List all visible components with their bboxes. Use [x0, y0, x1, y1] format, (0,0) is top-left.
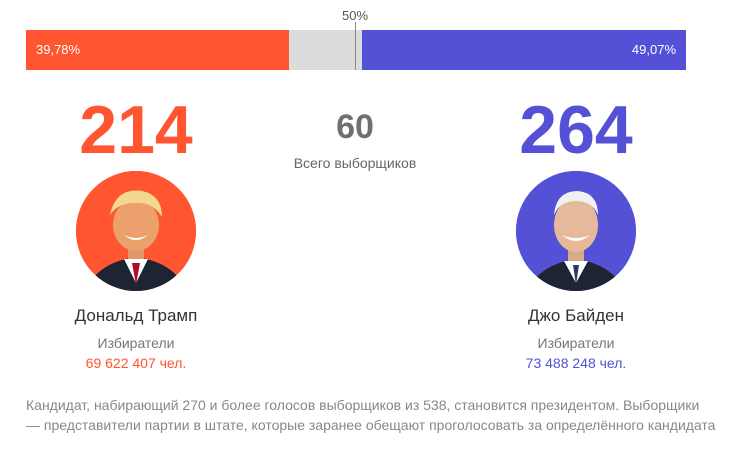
portrait-icon — [516, 171, 636, 291]
biden-name: Джо Байден — [528, 306, 624, 325]
total-electors-label: Всего выборщиков — [293, 155, 417, 171]
total-electors-remaining: 60 — [336, 108, 374, 146]
trump-name: Дональд Трамп — [74, 306, 198, 325]
trump-voters-count: 69 622 407 чел. — [85, 355, 187, 371]
midpoint-line — [355, 22, 356, 70]
biden-voters-count: 73 488 248 чел. — [525, 355, 627, 371]
trump-voters-label: Избиратели — [97, 335, 175, 351]
biden-voters-label: Избиратели — [537, 335, 615, 351]
vote-share-bar: 39,78% 49,07% — [26, 30, 686, 70]
trump-vote-share-label: 39,78% — [36, 42, 81, 57]
trump-electors-count: 214 — [79, 92, 193, 168]
biden-photo — [516, 171, 636, 291]
explanation-note: Кандидат, набирающий 270 и более голосов… — [26, 397, 716, 433]
portrait-icon — [76, 171, 196, 291]
midpoint-label: 50% — [341, 8, 369, 23]
trump-vote-share-segment: 39,78% — [26, 30, 289, 70]
trump-photo — [76, 171, 196, 291]
biden-electors-count: 264 — [519, 92, 633, 168]
biden-vote-share-label: 49,07% — [631, 42, 676, 57]
biden-vote-share-segment: 49,07% — [362, 30, 686, 70]
